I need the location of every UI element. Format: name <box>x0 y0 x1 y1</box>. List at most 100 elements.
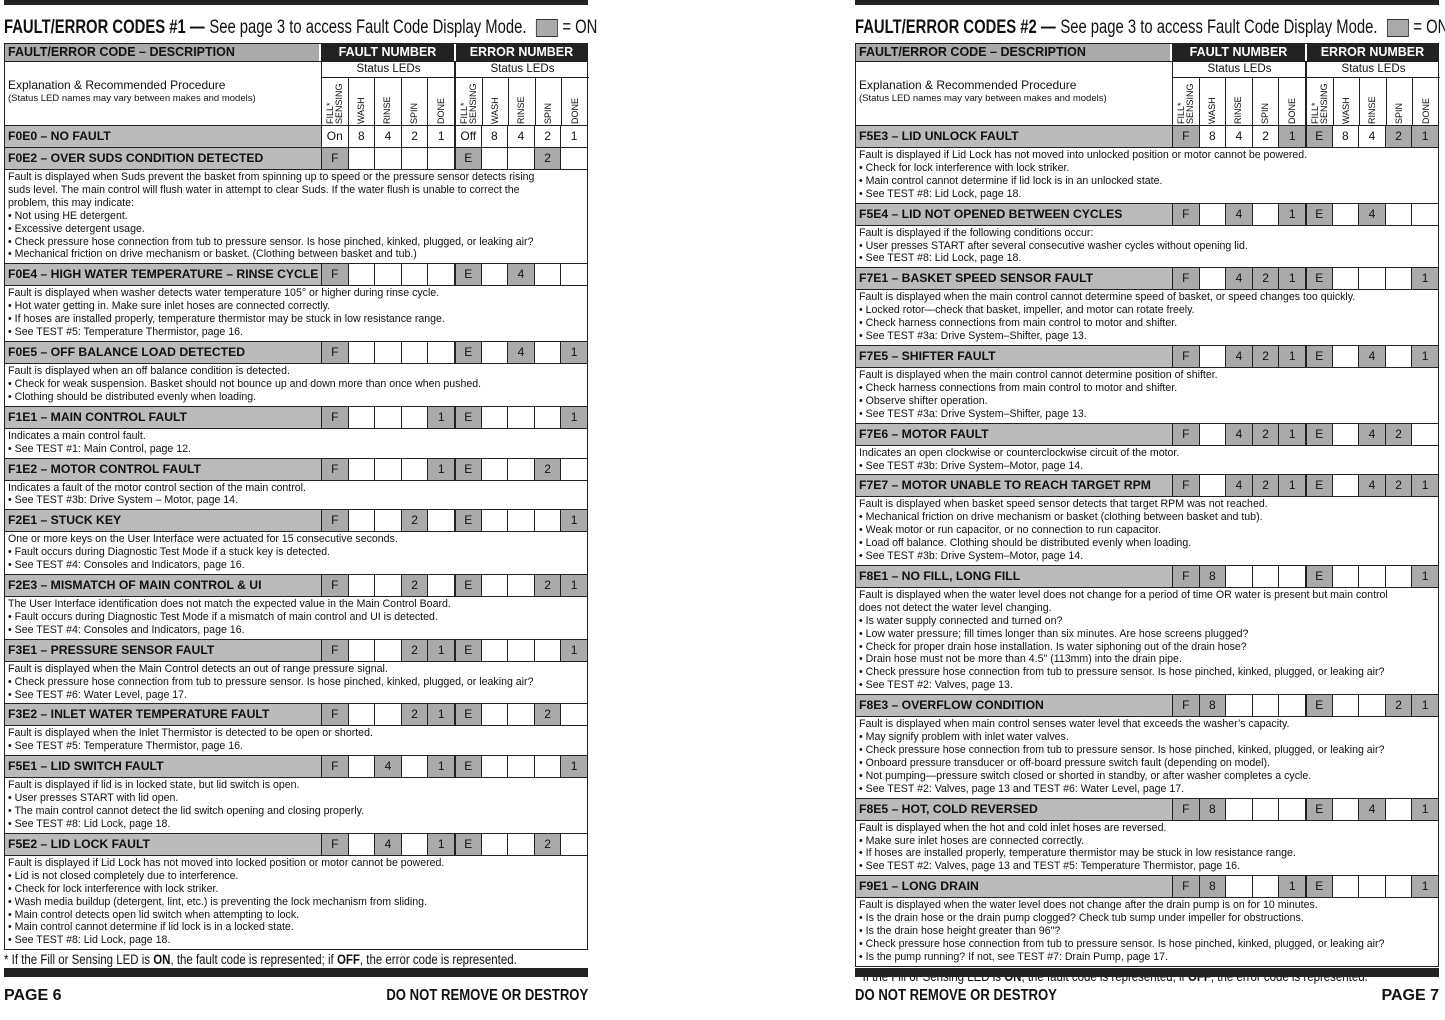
error-led-cell <box>1411 203 1438 225</box>
code-row: F5E4 – LID NOT OPENED BETWEEN CYCLES F 4 1 E… <box>856 202 1438 225</box>
fault-led-cell: 2 <box>400 510 428 532</box>
description-line: • Is water supply connected and turned o… <box>859 614 1063 627</box>
code-description: Fault is displayed when main control sen… <box>856 716 1438 797</box>
on-label: = ON <box>562 17 598 38</box>
header-row: FAULT/ERROR CODE – DESCRIPTION FAULT NUMB… <box>5 44 587 61</box>
description-line: • Check harness connections from main co… <box>859 317 1178 330</box>
fault-led-cell <box>374 148 401 169</box>
footnote-part: , the fault code is represented; if <box>170 952 337 967</box>
error-led-cell: E <box>1304 203 1332 225</box>
description-line: • Hot water getting in. Make sure inlet … <box>8 300 331 313</box>
error-led-cell: E <box>1304 798 1332 820</box>
error-led-cell: E <box>453 264 481 286</box>
description-line: • See TEST #8: Lid Lock, page 18. <box>8 934 171 947</box>
description-line: Fault is displayed if lid is in locked s… <box>8 779 300 792</box>
code-description: Fault is displayed when the main control… <box>856 366 1438 423</box>
description-line: Fault is displayed if Lid Lock has not m… <box>8 856 445 869</box>
fault-led-cell <box>374 510 401 532</box>
description-line: • If hoses are installed properly, tempe… <box>859 847 1296 860</box>
led-label: WASH <box>355 96 366 124</box>
description-line: • Load off balance. Clothing should be d… <box>859 537 1192 550</box>
error-led-cell: E <box>453 704 481 726</box>
code-name: F9E1 – LONG DRAIN <box>856 876 1172 898</box>
description-line: • See TEST #3b: Drive System – Motor, pa… <box>8 494 239 507</box>
title-lead: FAULT/ERROR CODES #2 — <box>855 17 1056 38</box>
code-description: Fault is displayed when Suds prevent the… <box>5 169 587 263</box>
description-line: • See TEST #1: Main Control, page 12. <box>8 442 191 455</box>
error-led-cell <box>507 406 534 428</box>
code-row: F1E2 – MOTOR CONTROL FAULT F 1 E 2 <box>5 457 587 480</box>
code-row: F1E1 – MAIN CONTROL FAULT F 1 E 1 <box>5 405 587 428</box>
description-line: • Is the drain hose or the drain pump cl… <box>859 912 1304 925</box>
error-led-cell <box>507 510 534 532</box>
led-label: DONE <box>1287 97 1298 124</box>
status-leds-group: Status LEDs FILL* SENSING WASH RINSE SPIN DON… <box>1172 62 1306 125</box>
code-name: F2E3 – MISMATCH OF MAIN CONTROL & UI <box>5 575 321 597</box>
fault-led-cell: 1 <box>427 406 454 428</box>
fault-led-cell: 4 <box>1225 268 1252 290</box>
description-line: • If hoses are installed properly, tempe… <box>8 313 445 326</box>
error-led-cell: 4 <box>1358 798 1385 820</box>
error-led-cell <box>1331 345 1359 367</box>
led-cell: FILL* SENSING <box>322 78 349 125</box>
footer-right: PAGE 7 <box>1381 987 1440 1004</box>
error-led-cell: 4 <box>1358 203 1385 225</box>
code-description: Fault is displayed when an off balance c… <box>5 362 587 406</box>
error-led-cell <box>480 510 508 532</box>
fault-led-cell <box>1251 565 1279 587</box>
description-line: Fault is displayed when an off balance c… <box>8 364 290 377</box>
fault-led-cell: F <box>321 756 348 778</box>
description-line: • See TEST #2: Valves, page 13 and TEST … <box>859 782 1185 795</box>
bottom-bar <box>4 968 588 977</box>
led-cell: RINSE <box>509 78 536 125</box>
led-cell: WASH <box>483 78 510 125</box>
fault-led-cell: F <box>1172 126 1199 147</box>
error-led-cell: 4 <box>1358 126 1385 147</box>
fault-led-cell <box>374 406 401 428</box>
description-line: Fault is displayed when the water level … <box>859 588 1388 601</box>
description-line: • Observe shifter operation. <box>859 394 988 407</box>
code-description: Fault is displayed when the Main Control… <box>5 660 587 704</box>
code-name: F3E2 – INLET WATER TEMPERATURE FAULT <box>5 704 321 726</box>
error-led-cell: 1 <box>560 756 587 778</box>
fault-led-cell <box>1198 423 1226 445</box>
led-label: FILL* SENSING <box>324 82 344 124</box>
title-rest: See page 3 to access Fault Code Display … <box>1060 17 1378 38</box>
error-led-cell: 4 <box>1358 475 1385 497</box>
code-description: Fault is displayed when the main control… <box>856 289 1438 345</box>
fault-led-cell: 1 <box>427 704 454 726</box>
fault-led-cell <box>1198 475 1226 497</box>
error-led-cell: E <box>1304 423 1332 445</box>
fault-led-cell <box>400 148 428 169</box>
code-name: F0E2 – OVER SUDS CONDITION DETECTED <box>5 148 321 169</box>
code-description: Fault is displayed when the Inlet Thermi… <box>5 725 587 755</box>
fault-led-cell: 1 <box>427 126 454 147</box>
error-led-cell <box>1384 203 1412 225</box>
description-line: • See TEST #8: Lid Lock, page 18. <box>8 818 171 830</box>
fault-led-cell <box>374 704 401 726</box>
error-led-cell: 4 <box>1358 423 1385 445</box>
led-label: SPIN <box>1260 102 1271 124</box>
fault-led-cell <box>347 341 375 363</box>
description-line: Fault is displayed when the Inlet Thermi… <box>8 727 373 740</box>
code-description: Fault is displayed when the water level … <box>856 897 1438 966</box>
led-label: DONE <box>436 97 447 124</box>
error-led-cell <box>1331 475 1359 497</box>
fault-led-cell <box>400 341 428 363</box>
fault-led-cell <box>400 458 428 480</box>
fault-led-cell <box>347 264 375 286</box>
description-line: suds level. The main control will flush … <box>8 183 520 196</box>
code-name: F8E5 – HOT, COLD REVERSED <box>856 798 1172 820</box>
error-led-cell <box>507 833 534 855</box>
code-name: F8E3 – OVERFLOW CONDITION <box>856 695 1172 717</box>
description-line: • Low water pressure; fill times longer … <box>859 627 1249 640</box>
code-row: F2E3 – MISMATCH OF MAIN CONTROL & UI F 2 E 2… <box>5 574 587 597</box>
description-line: The User Interface identification does n… <box>8 598 451 611</box>
led-labels: FILL* SENSING WASH RINSE SPIN DONE <box>1173 78 1306 125</box>
error-led-cell: 1 <box>1411 876 1438 898</box>
fault-led-cell <box>374 341 401 363</box>
description-line: • See TEST #8: Lid Lock, page 18. <box>859 187 1022 200</box>
fault-led-cell: F <box>321 833 348 855</box>
code-name: F1E2 – MOTOR CONTROL FAULT <box>5 458 321 480</box>
error-led-cell: Off <box>453 126 481 147</box>
